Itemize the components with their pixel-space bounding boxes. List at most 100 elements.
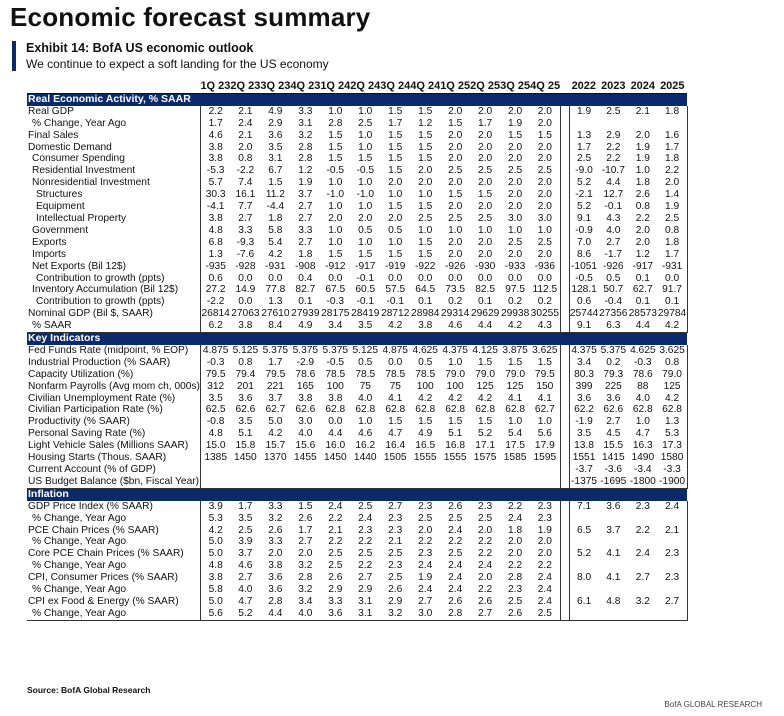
annual-value bbox=[628, 118, 658, 130]
quarter-value: 11.2 bbox=[265, 189, 285, 201]
quarter-value bbox=[230, 475, 261, 489]
annual-value: 1.4 bbox=[657, 189, 688, 202]
quarter-value: 2.5 bbox=[358, 548, 373, 560]
annual-value: 1.3 bbox=[568, 129, 599, 142]
annual-value bbox=[599, 584, 629, 596]
column-spacer bbox=[560, 525, 569, 537]
quarter-value: 2.7 bbox=[388, 500, 403, 512]
quarter-value: 3.0 bbox=[530, 212, 561, 225]
quarter-value: 2.5 bbox=[358, 117, 373, 129]
quarter-value: 3.8 bbox=[199, 141, 231, 154]
quarter-value: 100 bbox=[326, 380, 344, 392]
quarter-value: 2.2 bbox=[448, 536, 463, 548]
section-title: Real Economic Activity, % SAAR bbox=[27, 93, 688, 106]
table-row: Domestic Demand 3.8 2.0 3.5 2.8 1.5 1.0 1.5 1.5 2… bbox=[27, 141, 688, 154]
annual-value: 62.6 bbox=[603, 404, 624, 416]
quarter-value: 1.0 bbox=[508, 416, 523, 428]
quarter-value: 2.4 bbox=[448, 572, 463, 584]
table-row: Intellectual Property 3.8 2.7 1.8 2.7 2.0 2.0 2… bbox=[27, 212, 688, 225]
quarter-value: 1.9 bbox=[508, 117, 523, 129]
annual-value: -0.9 bbox=[568, 224, 599, 237]
quarter-value: 2.2 bbox=[358, 560, 373, 572]
quarter-value: 4.8 bbox=[199, 224, 231, 237]
quarter-value: 2.3 bbox=[530, 512, 561, 525]
annual-value: 17.3 bbox=[657, 440, 688, 453]
annual-value: 1.9 bbox=[635, 153, 650, 165]
row-label: % Change, Year Ago bbox=[32, 584, 127, 596]
quarter-value: 62.6 bbox=[295, 404, 316, 416]
quarter-value: 5.7 bbox=[199, 177, 231, 190]
quarter-value: 2.6 bbox=[448, 595, 463, 607]
quarter-value: 5.3 bbox=[199, 512, 231, 525]
quarter-value: 1.5 bbox=[418, 129, 433, 141]
quarter-value: 100 bbox=[416, 380, 434, 392]
quarter-value bbox=[470, 464, 500, 476]
source-note: Source: BofA Global Research bbox=[27, 685, 151, 695]
annual-value: 5.3 bbox=[657, 428, 688, 441]
quarter-value: 5.1 bbox=[448, 428, 463, 440]
quarter-value: 16.5 bbox=[415, 440, 436, 452]
row-label: Real GDP bbox=[28, 105, 74, 117]
quarter-value: 1.5 bbox=[328, 153, 343, 165]
column-spacer bbox=[560, 464, 569, 476]
annual-value bbox=[568, 536, 599, 549]
quarter-value: 2.7 bbox=[298, 236, 313, 248]
quarter-value: 62.6 bbox=[235, 404, 256, 416]
annual-value: -1800 bbox=[628, 475, 658, 489]
annual-value bbox=[628, 584, 658, 596]
column-header-quarter: 4Q 23 bbox=[290, 81, 321, 94]
row-label: % Change, Year Ago bbox=[32, 512, 127, 524]
quarter-value bbox=[320, 475, 351, 489]
quarter-value: 0.1 bbox=[418, 296, 433, 308]
quarter-value: 4.2 bbox=[478, 392, 493, 404]
quarter-value: 5.125 bbox=[352, 344, 379, 356]
table-row: US Budget Balance ($bn, Fiscal Year) -137… bbox=[27, 475, 688, 489]
quarter-value: 0.0 bbox=[328, 272, 343, 284]
quarter-value: 1.5 bbox=[508, 129, 523, 141]
quarter-value: 1.5 bbox=[358, 153, 373, 165]
column-spacer bbox=[560, 369, 569, 381]
quarter-value: 2.8 bbox=[298, 153, 313, 165]
quarter-value: 1.5 bbox=[418, 105, 433, 117]
quarter-value bbox=[350, 464, 380, 476]
quarter-value: 4.7 bbox=[388, 428, 403, 440]
quarter-value: 2.4 bbox=[530, 595, 561, 608]
annual-value: 4.1 bbox=[606, 548, 621, 560]
annual-value: 1.3 bbox=[657, 416, 688, 429]
quarter-value: 2.2 bbox=[508, 560, 523, 572]
row-label: Residential Investment bbox=[32, 165, 136, 177]
quarter-value: 3.5 bbox=[238, 512, 253, 524]
annual-value bbox=[568, 560, 599, 573]
quarter-value: 79.4 bbox=[235, 368, 256, 380]
quarter-value: 3.625 bbox=[530, 344, 561, 357]
annual-value: 62.8 bbox=[632, 404, 653, 416]
quarter-value: 4.0 bbox=[238, 584, 253, 596]
row-label: % Change, Year Ago bbox=[27, 607, 201, 621]
quarter-value: 2.6 bbox=[500, 607, 531, 621]
quarter-value: 2.7 bbox=[298, 212, 313, 224]
quarter-value: 79.0 bbox=[505, 368, 526, 380]
annual-value bbox=[657, 584, 688, 596]
quarter-value: 5.125 bbox=[232, 344, 259, 356]
annual-value: 1.7 bbox=[657, 248, 688, 261]
quarter-value: 4.8 bbox=[199, 560, 231, 573]
quarter-value: -931 bbox=[265, 260, 286, 272]
annual-value: 1551 bbox=[568, 452, 599, 464]
annual-value: 2.5 bbox=[568, 153, 599, 166]
quarter-value: 1.5 bbox=[388, 248, 403, 260]
annual-value: 6.3 bbox=[598, 320, 629, 334]
annual-value: 1.9 bbox=[568, 105, 599, 118]
annual-value: 1.6 bbox=[657, 129, 688, 142]
quarter-value: 1.5 bbox=[358, 248, 373, 260]
annual-value: 225 bbox=[604, 380, 622, 392]
quarter-value: 1.5 bbox=[388, 105, 403, 117]
quarter-value: 0.2 bbox=[448, 296, 463, 308]
quarter-value: 2.9 bbox=[358, 584, 373, 596]
quarter-value: 2.5 bbox=[448, 548, 463, 560]
table-row: Nonresidential Investment 5.7 7.4 1.5 1.9 1.0… bbox=[27, 177, 688, 190]
quarter-value: 2.4 bbox=[530, 584, 561, 596]
quarter-value: 27610 bbox=[261, 308, 290, 320]
annual-value: 125 bbox=[657, 380, 688, 393]
annual-value: 4.1 bbox=[606, 572, 621, 584]
quarter-value bbox=[500, 475, 531, 489]
